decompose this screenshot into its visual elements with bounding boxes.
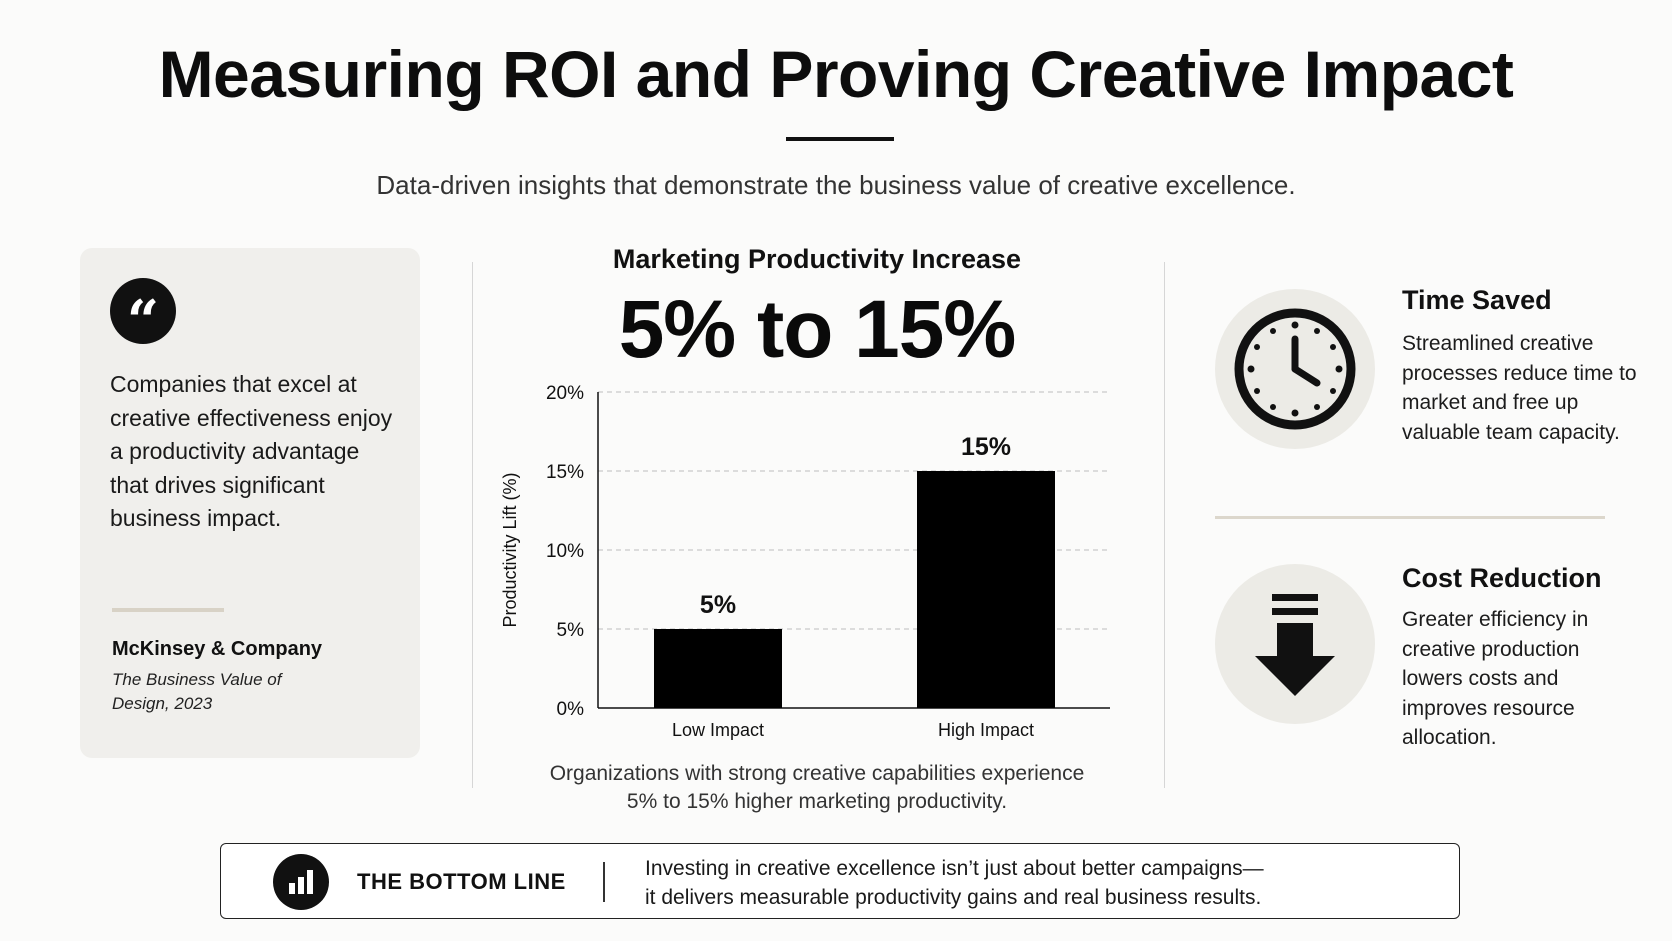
title-underline xyxy=(786,137,894,141)
data-label: 5% xyxy=(700,591,736,619)
chart-caption: Organizations with strong creative capab… xyxy=(472,760,1162,816)
banner-text: Investing in creative excellence isn’t j… xyxy=(645,854,1445,912)
clock-icon xyxy=(1234,308,1356,430)
quote-publication: The Business Value of Design, 2023 xyxy=(112,670,282,713)
banner-text-line1: Investing in creative excellence isn’t j… xyxy=(645,857,1264,880)
right-divider xyxy=(1164,262,1165,788)
stat-title-cost-reduction: Cost Reduction xyxy=(1402,563,1602,593)
x-tick-label: Low Impact xyxy=(672,720,764,740)
bar-chart-icon xyxy=(273,854,329,910)
bar xyxy=(654,629,782,708)
quote-text: Companies that excel at creative effecti… xyxy=(110,371,393,531)
y-tick-label: 0% xyxy=(557,699,585,720)
chart-caption-line2: 5% to 15% higher marketing productivity. xyxy=(626,790,1008,813)
y-tick-label: 15% xyxy=(546,462,584,483)
clock-icon-circle xyxy=(1215,289,1375,449)
chart-heading: Marketing Productivity Increase xyxy=(612,244,1022,274)
stat-desc-cost-reduction: Greater efficiency in creative productio… xyxy=(1402,608,1589,749)
x-tick-label: High Impact xyxy=(938,720,1034,740)
quote-source: McKinsey & Company xyxy=(112,638,323,660)
bottom-line-banner: THE BOTTOM LINE Investing in creative ex… xyxy=(220,843,1460,919)
page-subtitle: Data-driven insights that demonstrate th… xyxy=(376,170,1296,200)
left-divider xyxy=(472,262,473,788)
banner-separator xyxy=(603,862,605,902)
down-arrow-icon-circle xyxy=(1215,564,1375,724)
banner-label: THE BOTTOM LINE xyxy=(357,869,566,894)
page-title: Measuring ROI and Proving Creative Impac… xyxy=(158,37,1514,111)
data-label: 15% xyxy=(961,433,1011,461)
bar xyxy=(917,471,1055,708)
y-tick-label: 20% xyxy=(546,383,584,404)
quote-divider xyxy=(112,608,224,612)
y-tick-label: 10% xyxy=(546,541,584,562)
y-tick-label: 5% xyxy=(557,620,585,641)
quote-icon: “ xyxy=(110,278,176,354)
stat-title-time-saved: Time Saved xyxy=(1402,285,1552,315)
stats-divider xyxy=(1215,516,1605,519)
down-arrow-icon xyxy=(1255,594,1335,696)
bar-chart: 0% 5% 10% 15% 20% Productivity Lift (%) 5% Low … xyxy=(500,383,1110,740)
chart-big-stat: 5% to 15% xyxy=(618,284,1017,375)
chart-caption-line1: Organizations with strong creative capab… xyxy=(549,762,1085,785)
stat-desc-time-saved: Streamlined creative processes reduce ti… xyxy=(1402,332,1637,444)
quote-card: “ Companies that excel at creative effec… xyxy=(80,248,420,758)
y-axis-label: Productivity Lift (%) xyxy=(500,472,520,627)
banner-text-line2: it delivers measurable productivity gain… xyxy=(645,886,1262,909)
